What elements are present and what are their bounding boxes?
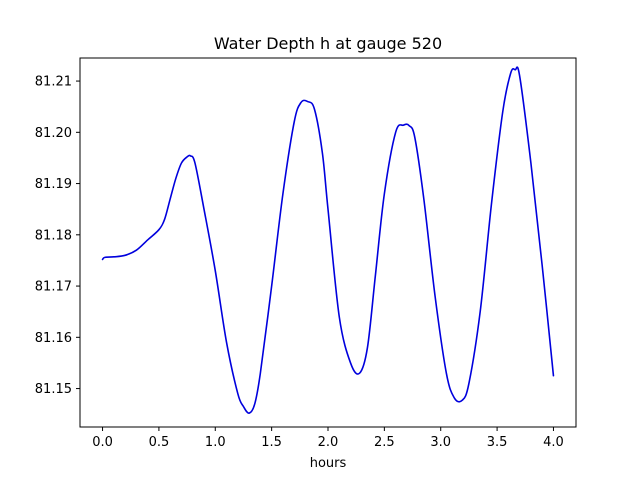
x-tick-label: 3.0 [430, 435, 451, 450]
y-tick-label: 81.20 [35, 126, 72, 141]
x-tick-label: 1.0 [205, 435, 226, 450]
x-tick-label: 0.0 [92, 435, 113, 450]
y-tick-label: 81.19 [35, 177, 72, 192]
x-tick-label: 4.0 [543, 435, 564, 450]
y-tick-label: 81.15 [35, 382, 72, 397]
x-axis: 0.0 0.5 1.0 1.5 2.0 2.5 3.0 3.5 4.0 [92, 427, 564, 450]
y-tick-label: 81.21 [35, 75, 72, 90]
series-line-0 [101, 66, 555, 414]
x-tick-label: 0.5 [149, 435, 170, 450]
chart-title: Water Depth h at gauge 520 [214, 34, 442, 53]
x-tick-label: 2.5 [374, 435, 395, 450]
y-tick-label: 81.18 [35, 228, 72, 243]
x-tick-label: 2.0 [318, 435, 339, 450]
plot-area [101, 66, 555, 414]
x-tick-label: 3.5 [487, 435, 508, 450]
axes-frame [79, 57, 577, 428]
y-tick-label: 81.17 [35, 280, 72, 295]
y-axis: 81.15 81.16 81.17 81.18 81.19 81.20 81.21 [35, 75, 80, 397]
y-tick-label: 81.16 [35, 331, 72, 346]
x-tick-label: 1.5 [261, 435, 282, 450]
x-axis-label: hours [310, 456, 347, 471]
